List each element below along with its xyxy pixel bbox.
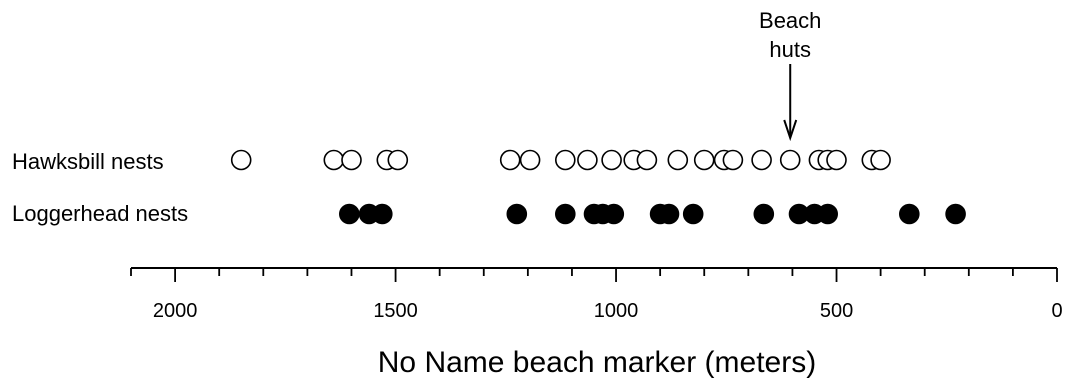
x-tick-label: 2000: [153, 300, 198, 322]
hawksbill-nest-point: [826, 149, 847, 171]
data-points: [230, 149, 966, 225]
hawksbill-nest-point: [870, 149, 891, 171]
annotation-line-2: huts: [769, 37, 811, 62]
loggerhead-nest-point: [338, 203, 360, 225]
hawksbill-nest-point: [667, 149, 689, 171]
hawksbill-nest-point: [779, 149, 801, 171]
loggerhead-nest-point: [371, 203, 393, 225]
hawksbill-nest-point: [387, 149, 409, 171]
loggerhead-nest-point: [753, 203, 775, 225]
loggerhead-nest-point: [817, 203, 839, 225]
hawksbill-nest-point: [636, 149, 658, 171]
hawksbill-nest-point: [577, 149, 598, 171]
series-label-loggerhead: Loggerhead nests: [12, 201, 188, 226]
loggerhead-nest-point: [945, 203, 966, 225]
loggerhead-nest-point: [682, 203, 704, 225]
annotation-line-1: Beach: [759, 8, 821, 33]
hawksbill-nest-point: [554, 149, 576, 171]
loggerhead-nest-point: [554, 203, 576, 225]
loggerhead-nest-point: [506, 203, 528, 225]
hawksbill-nest-point: [601, 149, 622, 171]
hawksbill-nest-point: [751, 149, 772, 171]
hawksbill-nest-point: [499, 149, 521, 171]
x-axis-title: No Name beach marker (meters): [378, 346, 816, 379]
x-tick-label: 500: [820, 300, 853, 322]
loggerhead-nest-point: [603, 203, 625, 225]
x-tick-label: 1500: [373, 300, 418, 322]
series-labels: Hawksbill nests Loggerhead nests: [12, 149, 188, 226]
x-axis: 2000 1500 1000 500 0: [130, 267, 1063, 322]
hawksbill-nest-point: [519, 149, 541, 171]
hawksbill-nest-point: [341, 149, 362, 171]
hawksbill-nest-point: [323, 149, 345, 171]
hawksbill-nest-point: [693, 149, 715, 171]
beach-huts-annotation: Beach huts: [759, 8, 821, 142]
loggerhead-nest-point: [658, 203, 680, 225]
x-tick-label: 0: [1051, 300, 1062, 322]
hawksbill-nest-point: [230, 149, 252, 171]
hawksbill-nest-point: [722, 149, 744, 171]
series-label-hawksbill: Hawksbill nests: [12, 149, 164, 174]
x-tick-label: 1000: [594, 300, 639, 322]
annotation-arrow: [783, 64, 798, 142]
arrow-head: [783, 119, 798, 142]
loggerhead-nest-point: [898, 203, 920, 225]
